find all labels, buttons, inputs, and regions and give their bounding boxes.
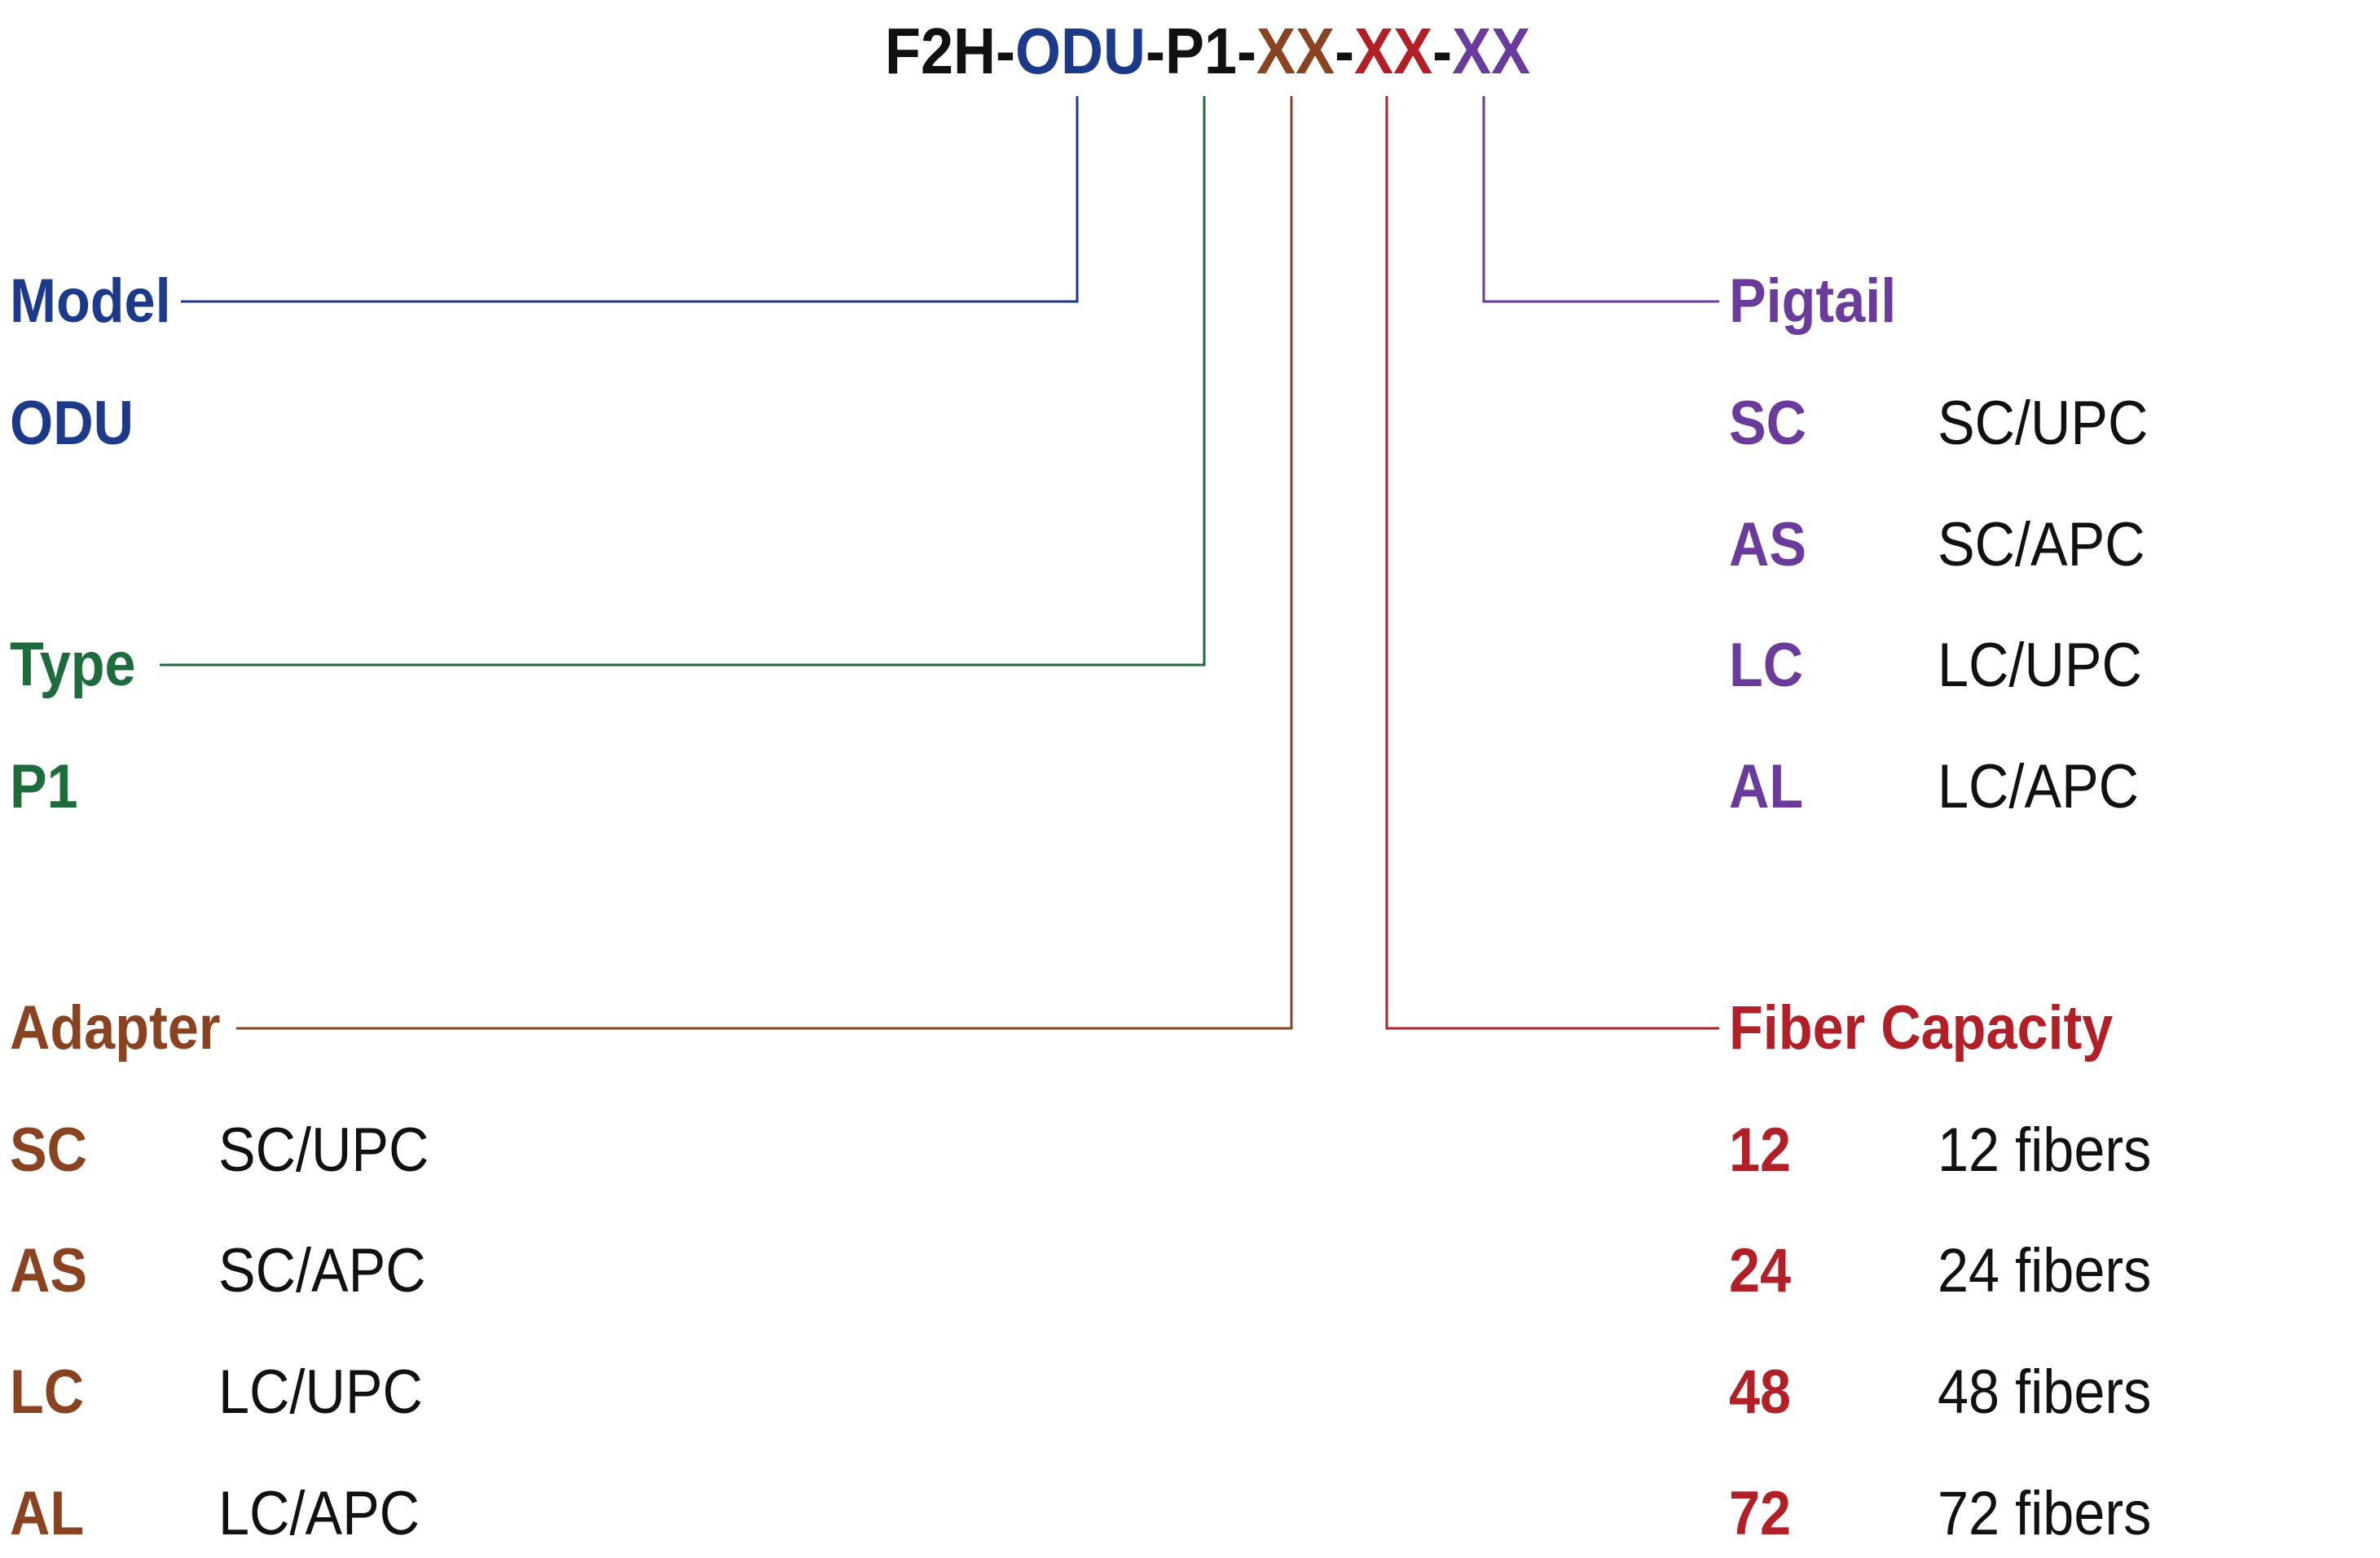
code-type: P1 (1164, 15, 1238, 87)
fiber-capacity-title: Fiber Capacity (1729, 993, 2114, 1063)
pigtail-desc: SC/APC (1938, 510, 2145, 579)
pigtail-desc: LC/APC (1938, 752, 2140, 821)
fiber-capacity-code: 48 (1729, 1358, 1792, 1427)
model-connector (181, 96, 1079, 303)
adapter-code: SC (10, 1116, 88, 1185)
model-value: ODU (10, 389, 134, 458)
adapter-desc: SC/UPC (218, 1116, 429, 1185)
adapter-code: AL (10, 1479, 85, 1548)
fiber-capacity-desc: 12 fibers (1938, 1116, 2152, 1185)
pigtail-code: SC (1729, 389, 1807, 458)
code-sep: - (1335, 15, 1355, 87)
type-title: Type (10, 630, 136, 699)
fiber-capacity-desc: 24 fibers (1938, 1236, 2152, 1305)
adapter-connector (236, 96, 1293, 1030)
code-prefix: F2H- (885, 15, 1016, 87)
code-pigtail: XX (1452, 15, 1531, 87)
part-code: F2H-ODU-P1-XX-XX-XX (0, 7, 2380, 96)
code-sep: - (1432, 15, 1453, 87)
fiber-connector (1385, 96, 1719, 1030)
fiber-capacity-code: 72 (1729, 1479, 1792, 1548)
pigtail-desc: SC/UPC (1938, 389, 2149, 458)
model-title: Model (10, 266, 171, 336)
fiber-capacity-code: 24 (1729, 1236, 1792, 1305)
code-sep: - (1146, 15, 1165, 87)
pigtail-title: Pigtail (1729, 266, 1897, 336)
pigtail-code: AS (1729, 510, 1807, 579)
adapter-code: LC (10, 1358, 85, 1427)
adapter-desc: LC/UPC (218, 1358, 423, 1427)
code-sep: - (1237, 15, 1257, 87)
adapter-desc: LC/APC (218, 1479, 420, 1548)
type-connector (160, 96, 1206, 667)
code-adapter: XX (1256, 15, 1335, 87)
fiber-capacity-desc: 72 fibers (1938, 1479, 2152, 1548)
adapter-title: Adapter (10, 993, 221, 1063)
adapter-desc: SC/APC (218, 1236, 426, 1305)
fiber-capacity-code: 12 (1729, 1116, 1792, 1185)
code-fiber: XX (1354, 15, 1433, 87)
pigtail-connector (1482, 96, 1719, 303)
type-value: P1 (10, 752, 78, 821)
code-model: ODU (1015, 15, 1146, 87)
fiber-capacity-desc: 48 fibers (1938, 1358, 2152, 1427)
pigtail-code: LC (1729, 631, 1804, 700)
adapter-code: AS (10, 1236, 88, 1305)
pigtail-code: AL (1729, 752, 1804, 821)
pigtail-desc: LC/UPC (1938, 631, 2142, 700)
